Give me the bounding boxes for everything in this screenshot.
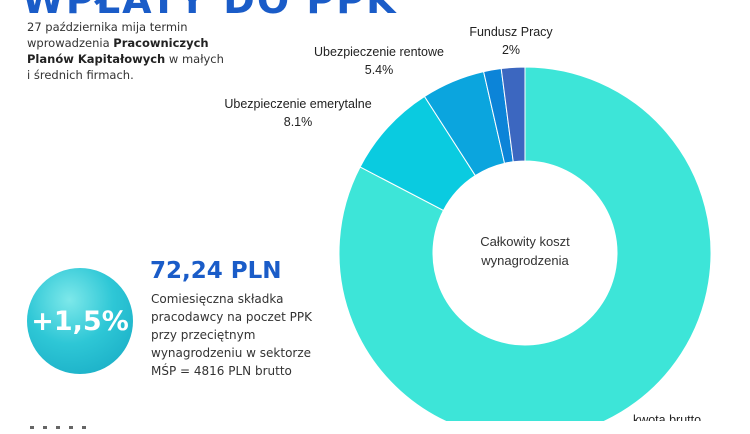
slice-value-1: 8.1% [284,115,313,129]
slice-label-2: Ubezpieczenie rentowe [314,45,444,59]
percent-badge: +1,5% [27,268,133,374]
slice-label-0: kwota brutto [633,413,701,421]
contribution-description: Comiesięczna składka pracodawcy na pocze… [151,292,313,378]
slice-labels: Ubezpieczenie emerytalne 8.1% Ubezpieczeni… [224,25,701,421]
contribution-amount: 72,24 PLN [150,258,282,284]
slice-value-4: 2% [502,43,520,57]
intro-text-bold: Pracowniczych Planów Kapitałowych [27,36,209,66]
slice-label-4: Fundusz Pracy [469,25,553,39]
intro-text-end: w małych i średnich firmach. [27,52,224,82]
center-label-line-1: Całkowity koszt [480,234,570,249]
headline: WPŁATY DO PPK [22,0,398,22]
slice-label-1: Ubezpieczenie emerytalne [224,97,371,111]
percent-badge-text: +1,5% [31,305,129,337]
intro-text: 27 października mija termin wprowadzenia… [27,19,227,83]
donut-chart: Ubezpieczenie emerytalne 8.1% Ubezpieczeni… [224,25,712,421]
slice-value-2: 5.4% [365,63,394,77]
donut-slice-0 [338,66,712,421]
donut-slice-4 [500,66,526,163]
center-label-line-2: wynagrodzenia [480,253,569,268]
donut-slices [338,66,712,421]
intro-text-start: 27 października mija termin wprowadzenia [27,20,188,50]
